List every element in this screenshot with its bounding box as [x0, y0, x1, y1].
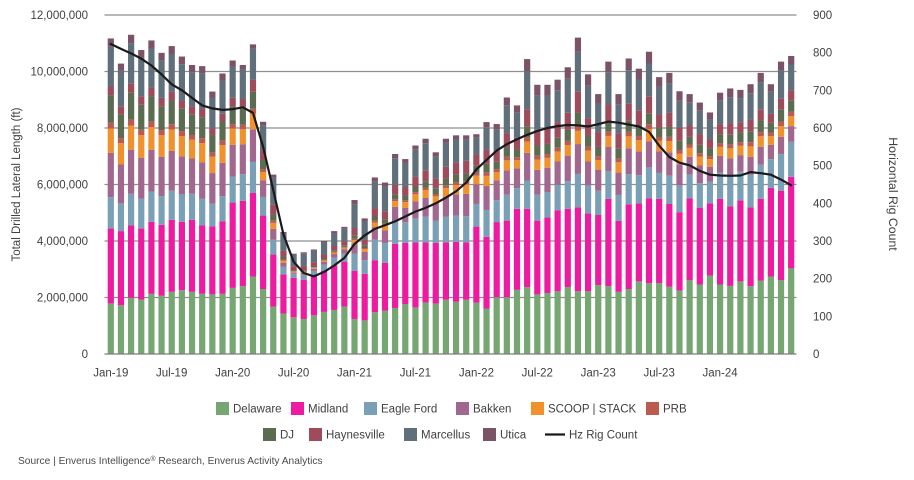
svg-text:Jan-22: Jan-22 [459, 368, 494, 380]
svg-text:Marcellus: Marcellus [421, 430, 470, 442]
svg-text:Jan-20: Jan-20 [215, 368, 250, 380]
svg-text:Jan-23: Jan-23 [581, 368, 616, 380]
svg-text:Total Drilled Lateral Length (: Total Drilled Lateral Length (ft) [11, 107, 23, 261]
svg-text:600: 600 [813, 123, 832, 135]
svg-text:Jul-23: Jul-23 [644, 368, 675, 380]
svg-text:Jul-19: Jul-19 [156, 368, 187, 380]
svg-text:8,000,000: 8,000,000 [37, 123, 88, 135]
svg-text:800: 800 [813, 48, 832, 60]
svg-text:900: 900 [813, 10, 832, 22]
svg-text:Source | Enverus Intelligence®: Source | Enverus Intelligence® Research,… [18, 455, 323, 467]
svg-text:10,000,000: 10,000,000 [30, 67, 88, 79]
svg-text:2,000,000: 2,000,000 [37, 293, 88, 305]
svg-text:Midland: Midland [308, 404, 348, 416]
svg-text:Jul-21: Jul-21 [400, 368, 431, 380]
svg-text:200: 200 [813, 274, 832, 286]
svg-text:400: 400 [813, 198, 832, 210]
svg-text:Utica: Utica [500, 430, 527, 442]
svg-text:4,000,000: 4,000,000 [37, 236, 88, 248]
svg-text:0: 0 [813, 349, 819, 361]
svg-text:Hz Rig Count: Hz Rig Count [569, 430, 638, 442]
svg-text:Jan-21: Jan-21 [337, 368, 372, 380]
svg-text:Jan-19: Jan-19 [93, 368, 128, 380]
svg-text:6,000,000: 6,000,000 [37, 180, 88, 192]
svg-text:0: 0 [82, 349, 88, 361]
svg-text:Bakken: Bakken [473, 404, 511, 416]
svg-text:SCOOP | STACK: SCOOP | STACK [548, 404, 637, 416]
svg-text:Haynesville: Haynesville [326, 430, 385, 442]
svg-text:PRB: PRB [663, 404, 687, 416]
svg-text:Jan-24: Jan-24 [703, 368, 739, 380]
svg-text:500: 500 [813, 161, 832, 173]
svg-text:Eagle Ford: Eagle Ford [381, 404, 437, 416]
svg-text:Horizontal Rig Count: Horizontal Rig Count [886, 137, 900, 251]
svg-text:Jul-20: Jul-20 [278, 368, 309, 380]
svg-text:Delaware: Delaware [233, 404, 282, 416]
svg-text:12,000,000: 12,000,000 [30, 10, 88, 22]
svg-text:100: 100 [813, 311, 832, 323]
svg-text:Jul-22: Jul-22 [522, 368, 553, 380]
svg-text:300: 300 [813, 236, 832, 248]
svg-text:DJ: DJ [280, 430, 294, 442]
svg-text:700: 700 [813, 85, 832, 97]
